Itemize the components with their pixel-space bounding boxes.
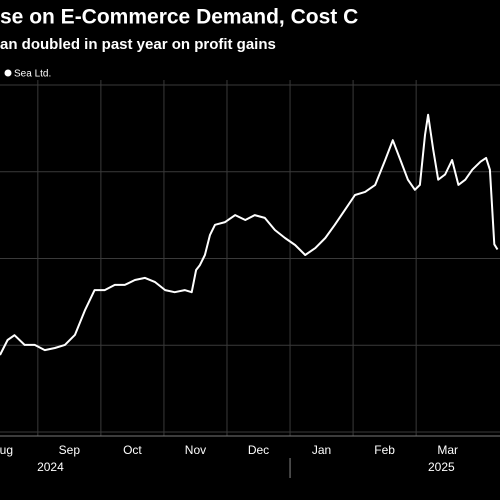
series-line xyxy=(0,113,499,356)
x-tick-label: ug xyxy=(0,443,13,457)
x-tick-label: Nov xyxy=(185,443,206,457)
x-tick-label: Dec xyxy=(248,443,269,457)
x-tick-label: Oct xyxy=(123,443,142,457)
legend-label: Sea Ltd. xyxy=(14,69,51,80)
x-tick-label: Sep xyxy=(59,443,81,457)
year-label: 2024 xyxy=(37,460,64,474)
chart-title: se on E-Commerce Demand, Cost C xyxy=(0,6,358,29)
x-tick-label: Mar xyxy=(437,443,458,457)
x-tick-label: Feb xyxy=(374,443,395,457)
x-tick-label: Jan xyxy=(312,443,331,457)
year-label: 2025 xyxy=(428,460,455,474)
legend-swatch xyxy=(4,69,12,77)
chart-subtitle: an doubled in past year on profit gains xyxy=(0,36,276,53)
